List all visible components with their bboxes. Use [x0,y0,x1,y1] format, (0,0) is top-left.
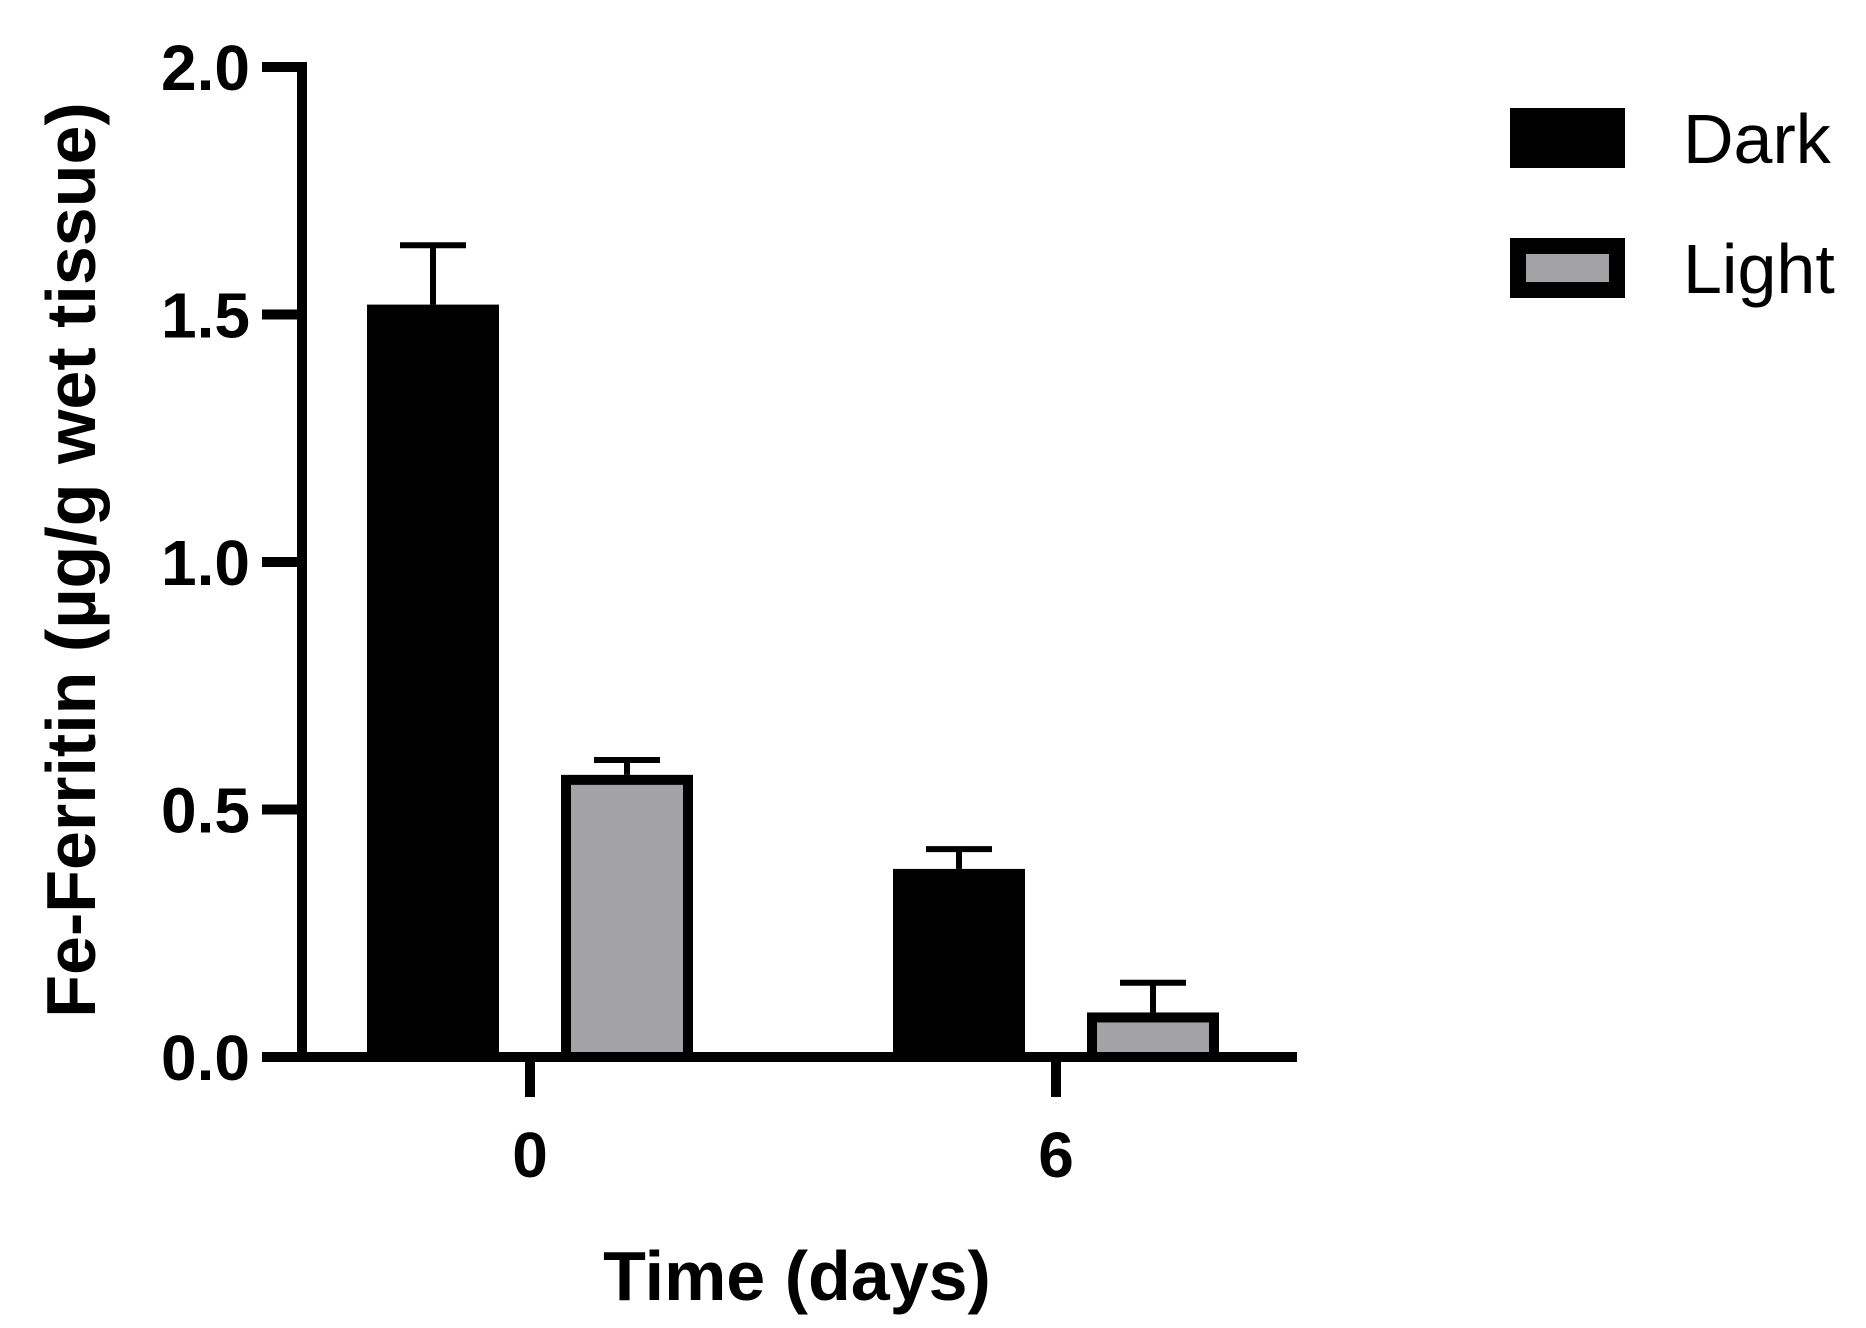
legend-label-dark: Dark [1683,100,1832,178]
y-tick-label: 0.5 [161,775,250,847]
legend-label-light: Light [1683,230,1835,308]
y-tick-label: 0.0 [161,1022,250,1094]
bars-layer [367,304,1219,1063]
bar-light-6 [1087,1012,1219,1063]
bar-light-0 [561,774,693,1062]
legend-swatch-dark [1510,108,1625,168]
bar-dark-0 [367,304,499,1063]
y-ticks: 0.0 0.5 1.0 1.5 2.0 [161,32,302,1094]
legend: Dark Light [1510,100,1835,308]
x-tick-label: 0 [512,1119,548,1191]
y-tick-label: 1.0 [161,527,250,599]
x-tick-label: 6 [1038,1119,1074,1191]
y-tick-label: 1.5 [161,280,250,352]
legend-swatch-light [1510,238,1625,298]
y-tick-label: 2.0 [161,32,250,104]
x-axis-title: Time (days) [603,1237,991,1315]
error-bars-layer [400,242,1186,1013]
bar-dark-6 [893,868,1025,1063]
y-axis-title: Fe-Ferritin (µg/g wet tissue) [32,102,110,1017]
